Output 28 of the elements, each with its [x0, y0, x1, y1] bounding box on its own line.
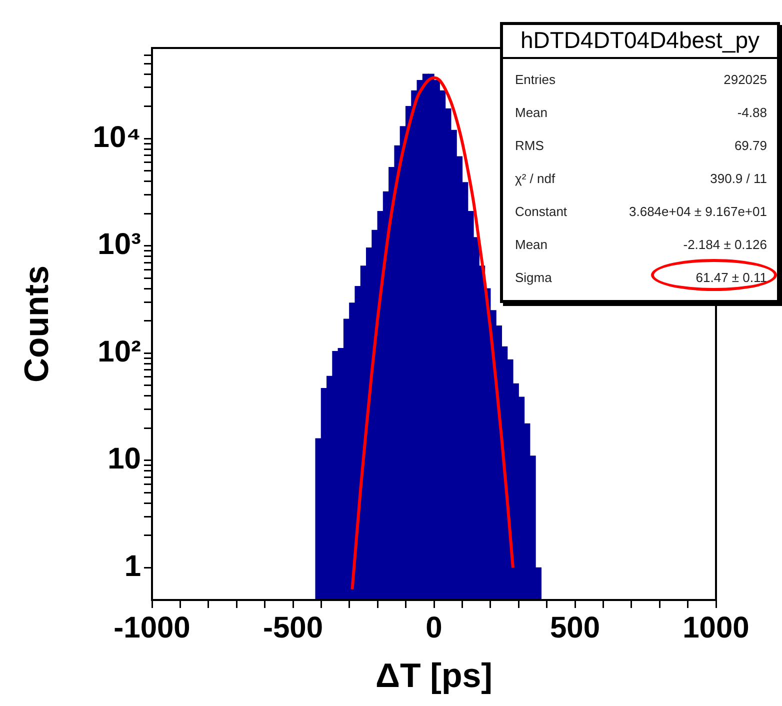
- text: 69.79: [733, 137, 767, 155]
- annotation: 3.684e+04 ± 9.167e+01: [628, 203, 767, 221]
- annotation: 61.47 ± 0.11: [694, 269, 767, 287]
- text: 292025: [722, 71, 767, 89]
- text: -4.88: [736, 104, 767, 122]
- line-series: [350, 76, 514, 591]
- chart-title: hDTD4DT04D4best_py: [503, 25, 777, 59]
- x-tick-label: -1000: [114, 611, 190, 644]
- y-tick-label: 1: [124, 550, 141, 583]
- annotation: Mean: [515, 104, 549, 122]
- annotation: 390.9 / 11: [709, 170, 767, 188]
- x-tick-label: 1000: [682, 611, 750, 644]
- annotation: -2.184 ± 0.126: [682, 236, 767, 254]
- y-tick-label: 10: [108, 442, 141, 476]
- annotation: RMS: [515, 137, 545, 155]
- annotation: Entries: [515, 71, 556, 89]
- annotation: Mean: [515, 236, 549, 254]
- y-axis-title: Counts: [18, 265, 56, 383]
- x-tick-label: -500: [262, 611, 324, 644]
- x-tick-label: 0: [426, 611, 442, 644]
- x-tick-label: 500: [550, 611, 600, 644]
- y-tick-label: 10²: [98, 335, 142, 368]
- annotation: χ² / ndf: [515, 170, 556, 188]
- y-tick-label: 10³: [98, 228, 142, 262]
- x-axis-title: ΔT [ps]: [376, 656, 492, 695]
- annotation: Constant: [515, 203, 568, 221]
- y-tick-label: 10⁴: [92, 120, 141, 154]
- annotation: Sigma: [515, 269, 553, 287]
